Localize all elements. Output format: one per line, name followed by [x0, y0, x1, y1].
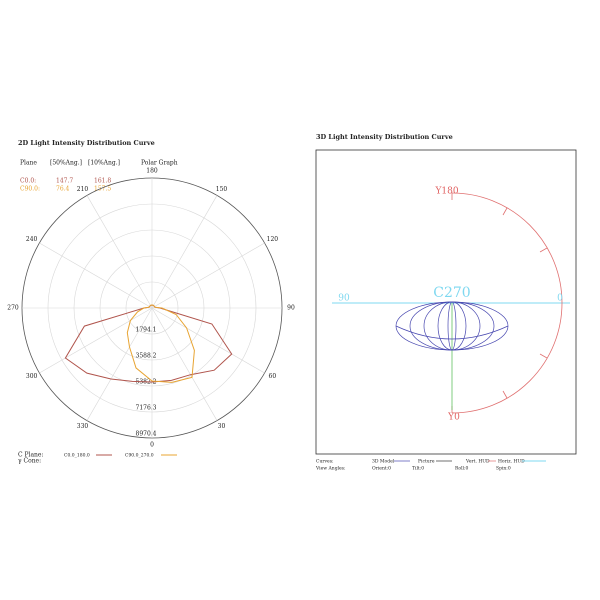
theta-tick-label: 150 [216, 186, 228, 193]
footer-text: Picture [418, 459, 435, 465]
chart-subtitle: Polar Graph [141, 160, 178, 167]
r-tick-label: 8970.4 [136, 431, 157, 438]
table-cell: C0.0: [20, 178, 36, 185]
legend-title: γ Cone: [18, 458, 41, 465]
r-tick-label: 7176.3 [136, 404, 157, 411]
hud-tick [502, 390, 508, 399]
theta-tick-label: 210 [77, 186, 89, 193]
footer-text: Horiz. HUD [498, 459, 525, 465]
footer-text: Spin:0 [496, 466, 511, 472]
vert-hud-arc [451, 192, 563, 414]
grid-spoke [39, 242, 153, 309]
footer-text: 3D Model [372, 459, 395, 465]
axis-label: Y0 [447, 413, 460, 423]
r-tick-label: 3588.2 [136, 353, 157, 360]
table-cell: 147.7 [56, 178, 73, 185]
footer-text: Orient:0 [372, 466, 391, 472]
grid-spoke [151, 307, 218, 421]
table-header: [50%Ang.] [50, 160, 82, 167]
grid-spoke [151, 307, 265, 374]
theta-tick-label: 270 [7, 305, 19, 312]
footer-text: View Angles: [315, 466, 346, 472]
axis-label: 0 [557, 294, 563, 304]
axis-label: Y180 [434, 187, 458, 197]
footer-text: Vert. HUD [465, 459, 490, 465]
footer-text: Roll:0 [455, 466, 468, 472]
table-cell: 76.4 [56, 186, 70, 193]
theta-tick-label: 180 [146, 168, 158, 175]
legend-label: C90.0_270.0 [125, 453, 154, 459]
axis-label: C270 [433, 285, 470, 301]
table-cell: C90.0: [20, 186, 40, 193]
axis-label: 90 [338, 294, 350, 304]
theta-tick-label: 300 [26, 373, 38, 380]
grid-spoke [151, 242, 265, 309]
panel-frame [315, 149, 577, 455]
hud-tick [502, 207, 508, 216]
table-cell: 157.5 [94, 186, 111, 193]
legend-title: C Plane: [18, 452, 43, 459]
table-header: Plane [20, 160, 37, 167]
theta-tick-label: 120 [267, 236, 279, 243]
r-tick-label: 1794.1 [136, 327, 157, 334]
footer-text: Curves: [316, 459, 334, 465]
footer-text: Tilt:0 [412, 466, 424, 472]
grid-spoke [86, 307, 153, 421]
chart-title: 2D Light Intensity Distribution Curve [18, 139, 155, 147]
theta-tick-label: 90 [287, 305, 295, 312]
3d-model [395, 301, 509, 351]
grid-spoke [86, 195, 153, 309]
hud-tick [539, 247, 548, 253]
theta-tick-label: 330 [77, 423, 89, 430]
theta-tick-label: 30 [218, 423, 226, 430]
theta-tick-label: 60 [269, 373, 277, 380]
curve [126, 304, 195, 383]
grid-spoke [39, 307, 153, 374]
panel-title: 3D Light Intensity Distribution Curve [316, 133, 453, 141]
theta-tick-label: 0 [150, 442, 154, 449]
theta-tick-label: 240 [26, 236, 38, 243]
grid-spoke [151, 195, 218, 309]
table-cell: 161.8 [94, 178, 111, 185]
legend-label: C0.0_180.0 [64, 453, 90, 459]
hud-tick [539, 353, 548, 359]
table-header: [10%Ang.] [88, 160, 120, 167]
